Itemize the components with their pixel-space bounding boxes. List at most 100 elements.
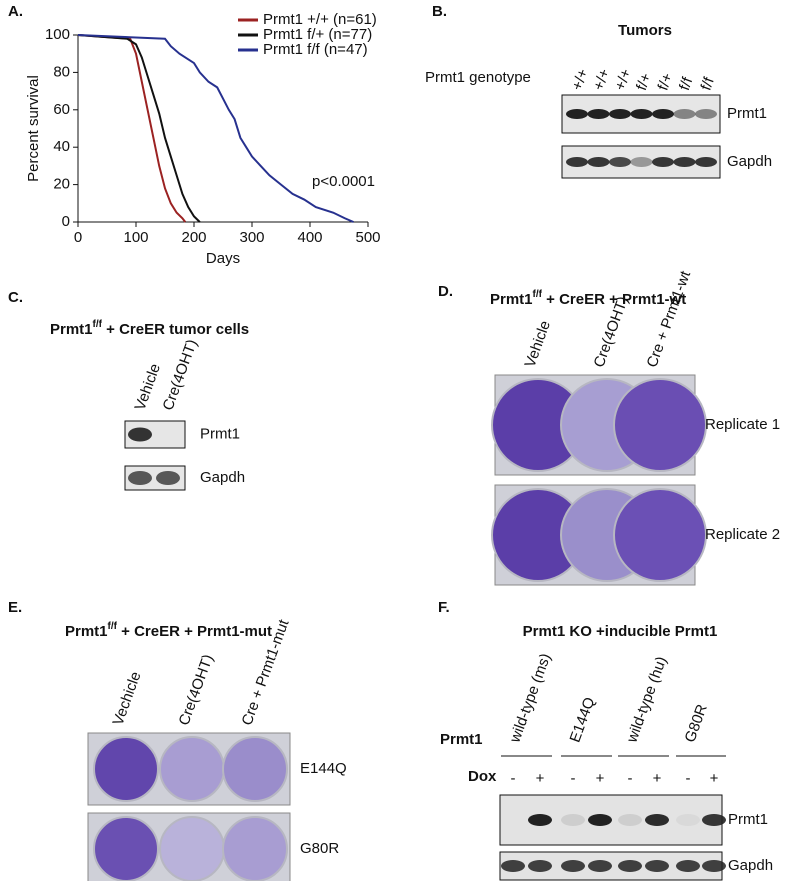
annotation: p<0.0001 [312, 173, 375, 190]
y-tick-label: 60 [53, 101, 70, 118]
lane-label: wild-type (ms) [506, 651, 554, 745]
y-axis-label: Percent survival [25, 75, 42, 182]
blot-label: Gapdh [728, 857, 773, 874]
lane-label: +/+ [569, 66, 592, 92]
band [528, 814, 552, 826]
row-label: Replicate 1 [705, 416, 780, 433]
legend-entry: Prmt1 f/f (n=47) [263, 41, 368, 58]
dox-label: + [536, 770, 545, 787]
survival-curve [77, 34, 354, 223]
legend-entry: Prmt1 f/+ (n=77) [263, 26, 372, 43]
band [561, 814, 585, 826]
well [613, 488, 707, 582]
band [566, 157, 588, 167]
panel-label: B. [432, 3, 447, 20]
panel-label: D. [438, 283, 453, 300]
x-tick-label: 100 [123, 229, 148, 246]
panel-title: Prmt1f/f + CreER + Prmt1-wt [490, 289, 686, 308]
lane-label: f/f [698, 74, 719, 92]
well [159, 816, 225, 881]
panel-label: A. [8, 3, 23, 20]
band [128, 427, 152, 442]
lane-label: Cre(4OHT) [160, 337, 201, 413]
title-rest: + CreER tumor cells [102, 321, 249, 338]
dox-label: + [653, 770, 662, 787]
row-label: Dox [468, 768, 497, 785]
band [609, 157, 631, 167]
band [588, 814, 612, 826]
blot-label: Prmt1 [728, 811, 768, 828]
band [566, 109, 588, 119]
band [618, 860, 642, 872]
well [613, 378, 707, 472]
lane-label: f/+ [633, 71, 655, 93]
band [676, 814, 700, 826]
lane-label: Vechicle [110, 669, 145, 727]
band [587, 157, 610, 167]
title-rest: + CreER + Prmt1-wt [542, 291, 686, 308]
dox-label: - [686, 770, 691, 787]
lane-label: Cre(4OHT) [176, 652, 217, 728]
title-sup: f/f [108, 621, 118, 632]
band [609, 109, 631, 119]
legend-entry: Prmt1 +/+ (n=61) [263, 11, 377, 28]
blot-label: Prmt1 [727, 105, 767, 122]
band [645, 860, 669, 872]
y-tick-label: 80 [53, 63, 70, 80]
lane-label: wild-type (hu) [623, 654, 670, 745]
row-label: Prmt1 genotype [425, 69, 531, 86]
well [93, 816, 159, 881]
panel-label: E. [8, 599, 22, 616]
x-tick-label: 300 [239, 229, 264, 246]
dox-label: - [571, 770, 576, 787]
band [501, 860, 525, 872]
band [652, 157, 674, 167]
band [695, 157, 717, 167]
lane-label: E144Q [567, 695, 599, 745]
title-sup: f/f [533, 289, 543, 300]
title-base: Prmt1 [50, 321, 93, 338]
band [588, 860, 612, 872]
panel-title: Prmt1 KO +inducible Prmt1 [523, 623, 718, 640]
band [676, 860, 700, 872]
dox-label: - [511, 770, 516, 787]
band [695, 109, 717, 119]
band [528, 860, 552, 872]
dox-label: + [596, 770, 605, 787]
panel-label: C. [8, 289, 23, 306]
well [222, 736, 288, 802]
well [93, 736, 159, 802]
well [222, 816, 288, 881]
y-tick-label: 20 [53, 176, 70, 193]
panel-title: Prmt1f/f + CreER tumor cells [50, 319, 249, 338]
lane-label: f/+ [655, 71, 677, 93]
title-rest: + CreER + Prmt1-mut [117, 623, 272, 640]
band [618, 814, 642, 826]
title-base: Prmt1 [490, 291, 533, 308]
lane-label: G80R [682, 702, 711, 745]
band [673, 157, 696, 167]
blot-label: Gapdh [200, 469, 245, 486]
row-label: G80R [300, 840, 339, 857]
x-tick-label: 500 [355, 229, 380, 246]
title-sup: f/f [93, 319, 103, 330]
panel-title: Tumors [618, 22, 672, 39]
lane-label: +/+ [590, 66, 613, 92]
blot-label: Prmt1 [200, 425, 240, 442]
band [673, 109, 696, 119]
title-base: Prmt1 [65, 623, 108, 640]
band [561, 860, 585, 872]
y-tick-label: 40 [53, 138, 70, 155]
x-tick-label: 0 [74, 229, 82, 246]
panel-label: F. [438, 599, 450, 616]
band [587, 109, 610, 119]
well [159, 736, 225, 802]
y-tick-label: 0 [62, 213, 70, 230]
band [630, 109, 653, 119]
y-tick-label: 100 [45, 26, 70, 43]
panel-title: Prmt1f/f + CreER + Prmt1-mut [65, 621, 272, 640]
blot-label: Gapdh [727, 153, 772, 170]
survival-curve [77, 34, 201, 223]
x-axis-label: Days [206, 250, 240, 267]
